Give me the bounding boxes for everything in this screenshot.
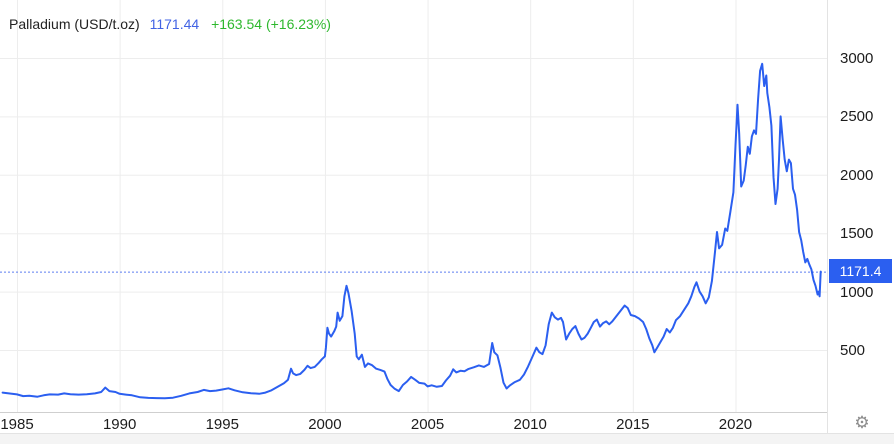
last-price-value: 1171.44 bbox=[149, 16, 200, 32]
x-tick-label: 1985 bbox=[0, 416, 34, 433]
y-tick-label: 3000 bbox=[840, 50, 874, 67]
x-tick-label: 2020 bbox=[718, 416, 753, 433]
x-tick-label: 2005 bbox=[410, 416, 445, 433]
x-tick-label: 1990 bbox=[102, 416, 137, 433]
x-tick-label: 2010 bbox=[513, 416, 547, 433]
y-axis-divider bbox=[827, 0, 828, 433]
x-tick-label: 2015 bbox=[616, 416, 650, 433]
x-tick-label: 2000 bbox=[308, 416, 342, 433]
chart-header: Palladium (USD/t.oz) 1171.44 +163.54 (+1… bbox=[9, 16, 331, 32]
settings-gear-icon[interactable]: ⚙ bbox=[854, 413, 870, 432]
price-change-text: +163.54 (+16.23%) bbox=[211, 16, 331, 32]
y-tick-label: 2000 bbox=[840, 166, 874, 184]
y-tick-label: 1500 bbox=[840, 225, 874, 243]
y-tick-label: 2500 bbox=[840, 108, 874, 126]
y-tick-label: 500 bbox=[840, 342, 866, 359]
y-tick-label: 1000 bbox=[840, 283, 874, 301]
current-price-badge: 1171.4 bbox=[829, 259, 892, 283]
palladium-price-line bbox=[1, 62, 822, 400]
instrument-title: Palladium (USD/t.oz) bbox=[9, 16, 140, 32]
x-tick-label: 1995 bbox=[205, 416, 239, 433]
bottom-toolbar-strip bbox=[0, 433, 894, 444]
